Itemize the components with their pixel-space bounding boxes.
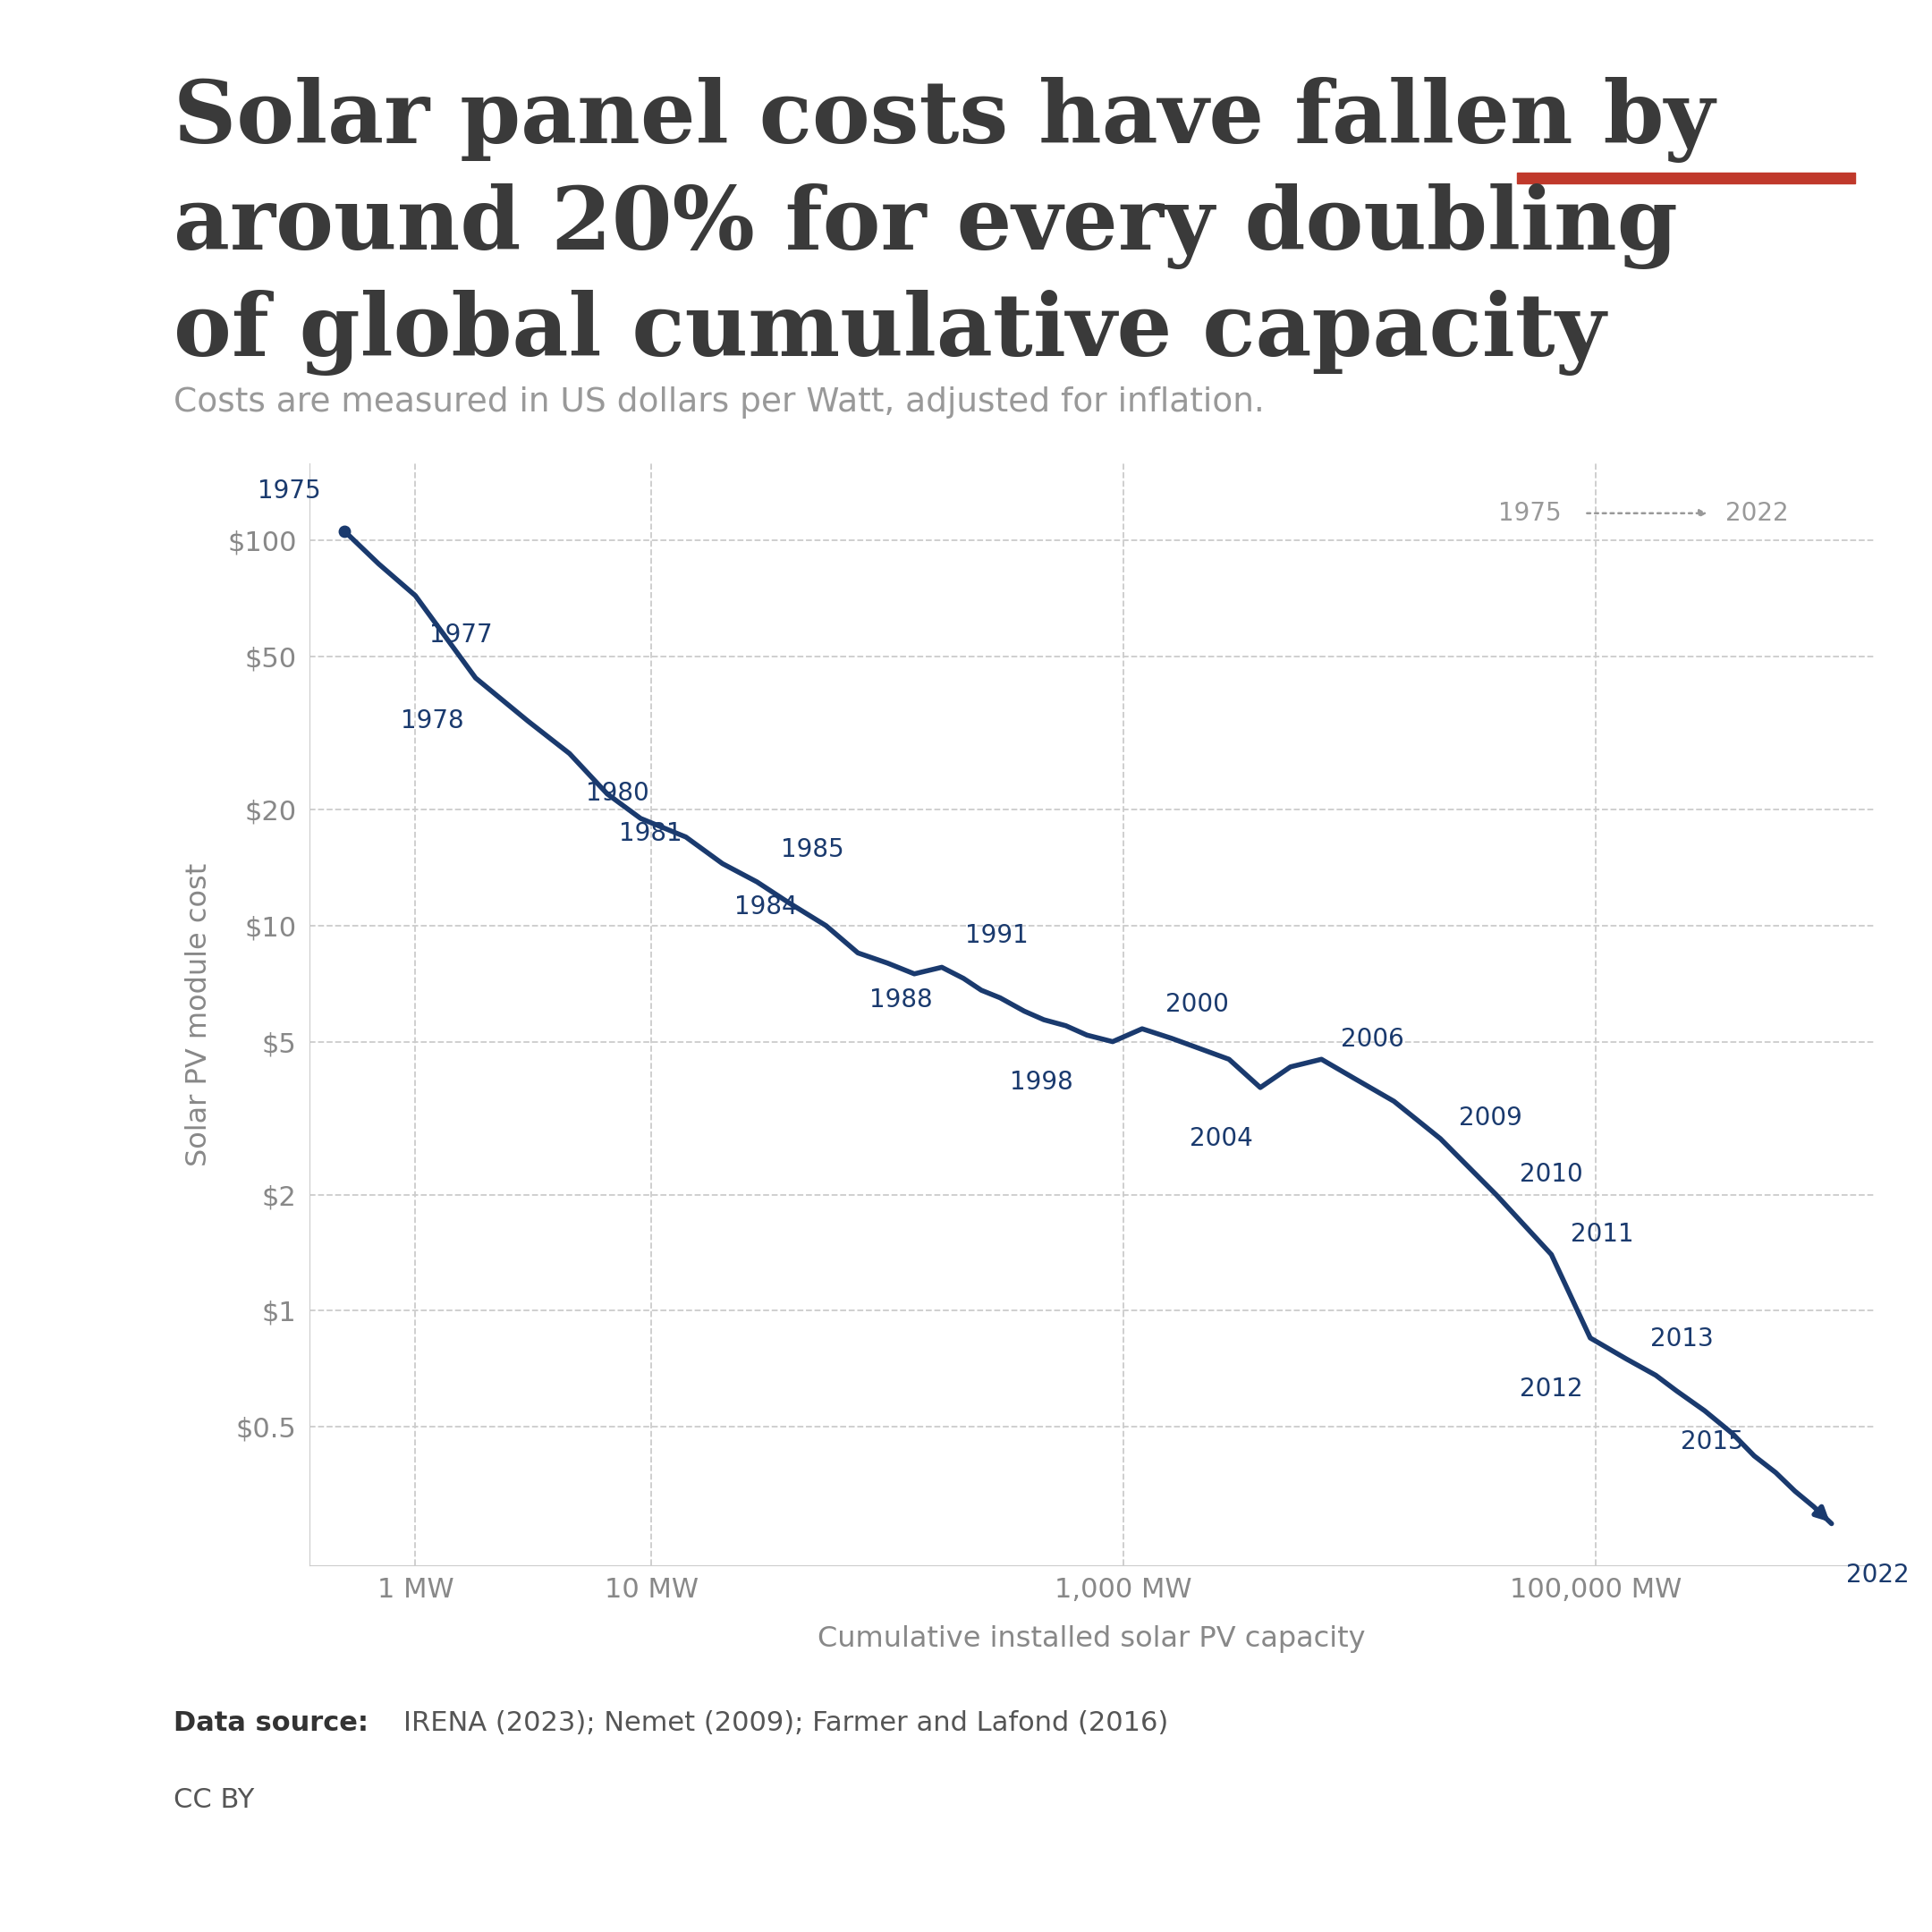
Text: IRENA (2023); Nemet (2009); Farmer and Lafond (2016): IRENA (2023); Nemet (2009); Farmer and L… <box>404 1710 1169 1735</box>
Text: 1985: 1985 <box>781 838 844 862</box>
Text: 1991: 1991 <box>966 923 1028 949</box>
Text: 2013: 2013 <box>1650 1325 1714 1350</box>
Text: Costs are measured in US dollars per Watt, adjusted for inflation.: Costs are measured in US dollars per Wat… <box>174 386 1265 419</box>
Text: 2010: 2010 <box>1520 1163 1582 1186</box>
Text: 2004: 2004 <box>1190 1126 1254 1151</box>
Text: CC BY: CC BY <box>174 1787 255 1812</box>
Text: 2015: 2015 <box>1681 1430 1745 1455</box>
Bar <box>1517 172 1855 184</box>
Text: 1988: 1988 <box>869 987 933 1012</box>
Text: 1975: 1975 <box>1499 500 1561 526</box>
Text: 2011: 2011 <box>1571 1221 1633 1246</box>
Text: Our World: Our World <box>1600 58 1772 87</box>
Text: 2022: 2022 <box>1725 500 1789 526</box>
Text: 1984: 1984 <box>734 895 798 920</box>
Text: 2006: 2006 <box>1341 1026 1405 1051</box>
Text: in Data: in Data <box>1625 124 1747 155</box>
Text: 1978: 1978 <box>400 709 464 734</box>
Text: of global cumulative capacity: of global cumulative capacity <box>174 290 1605 375</box>
X-axis label: Cumulative installed solar PV capacity: Cumulative installed solar PV capacity <box>817 1625 1366 1654</box>
Text: Data source:: Data source: <box>174 1710 379 1735</box>
Text: Solar panel costs have fallen by: Solar panel costs have fallen by <box>174 77 1716 162</box>
Text: 2012: 2012 <box>1520 1376 1582 1401</box>
Text: 1998: 1998 <box>1009 1070 1072 1095</box>
Text: 2022: 2022 <box>1845 1563 1909 1588</box>
Text: around 20% for every doubling: around 20% for every doubling <box>174 184 1679 269</box>
Text: 1977: 1977 <box>429 622 493 647</box>
Text: 1981: 1981 <box>618 821 682 846</box>
Text: 1980: 1980 <box>585 781 649 806</box>
Text: 1975: 1975 <box>257 479 321 504</box>
Text: 2009: 2009 <box>1459 1105 1522 1130</box>
Y-axis label: Solar PV module cost: Solar PV module cost <box>185 862 213 1167</box>
Text: 2000: 2000 <box>1165 993 1229 1018</box>
